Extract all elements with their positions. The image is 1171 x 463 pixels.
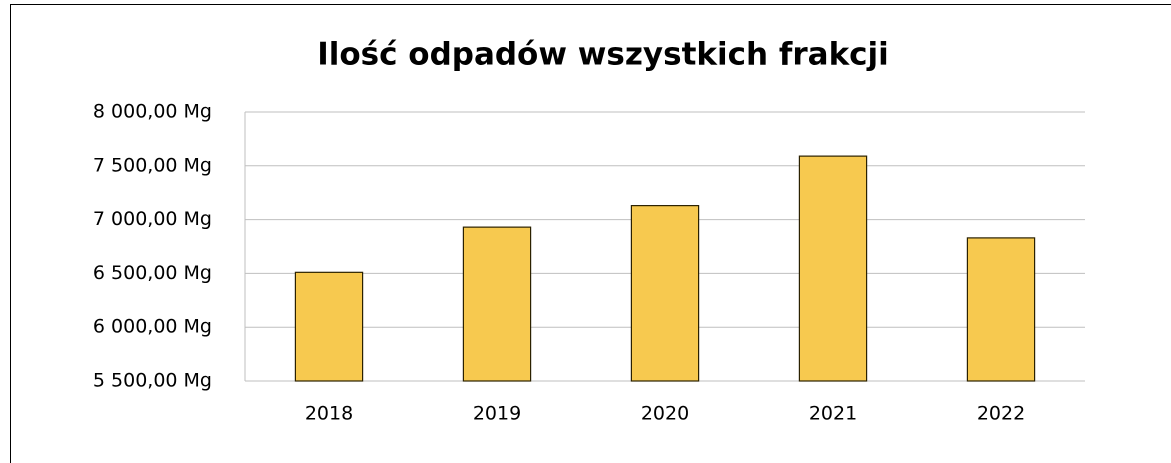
x-tick-label: 2018: [305, 403, 353, 425]
y-tick-label: 6 000,00 Mg: [93, 316, 212, 338]
bar: [294, 271, 364, 382]
y-tick-label: 5 500,00 Mg: [93, 370, 212, 392]
x-tick-label: 2020: [641, 403, 689, 425]
y-tick-label: 8 000,00 Mg: [93, 101, 212, 123]
bar: [798, 155, 868, 382]
bar: [966, 237, 1036, 382]
bar: [462, 226, 532, 382]
x-tick-label: 2021: [809, 403, 857, 425]
y-tick-label: 6 500,00 Mg: [93, 262, 212, 284]
chart-title: Ilość odpadów wszystkich frakcji: [317, 37, 889, 73]
y-tick-label: 7 000,00 Mg: [93, 208, 212, 230]
y-tick-label: 7 500,00 Mg: [93, 154, 212, 176]
x-tick-label: 2019: [473, 403, 521, 425]
bar: [630, 205, 700, 382]
chart-border: [10, 4, 1171, 463]
x-tick-label: 2022: [977, 403, 1025, 425]
